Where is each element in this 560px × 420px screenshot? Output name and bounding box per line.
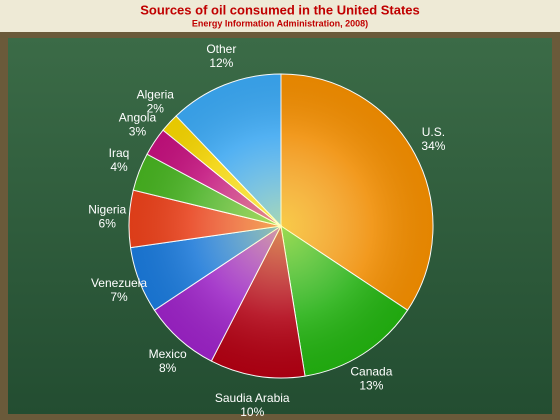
slice-label: U.S. [422,125,445,139]
slice-label: Mexico [149,347,187,361]
chart-title: Sources of oil consumed in the United St… [140,2,420,17]
slice-label: Algeria [137,88,175,102]
slice-value-label: 12% [209,56,233,70]
slice-value-label: 4% [110,160,128,174]
slice-value-label: 2% [147,102,165,116]
slice-label: Nigeria [88,203,126,217]
slice-value-label: 3% [129,124,147,138]
slice-value-label: 8% [159,361,177,375]
slice-value-label: 7% [110,290,128,304]
slice-value-label: 13% [359,378,383,392]
slice-label: Canada [350,364,392,378]
chart-subtitle: Energy Information Administration, 2008) [192,18,368,28]
slice-label: Other [206,42,236,56]
slice-value-label: 34% [421,139,445,153]
slice-value-label: 10% [240,405,264,419]
slice-value-label: 6% [99,217,117,231]
slice-label: Saudia Arabia [215,391,290,405]
slice-label: Venezuela [91,276,147,290]
slice-label: Iraq [109,146,130,160]
